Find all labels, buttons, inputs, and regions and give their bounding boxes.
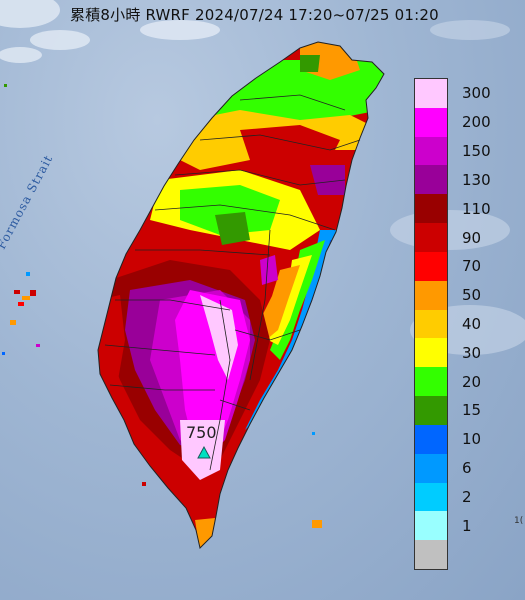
legend-swatch (415, 223, 447, 253)
legend-swatch (415, 482, 447, 512)
legend-swatch (415, 453, 447, 484)
legend-label: 20 (462, 372, 482, 391)
legend-label: 50 (462, 286, 482, 305)
legend-label: 70 (462, 257, 482, 276)
legend-label: 110 (462, 199, 491, 218)
legend-swatch (415, 367, 447, 397)
county-boundaries (104, 94, 361, 471)
legend-label: 10 (462, 430, 482, 449)
legend-swatch (415, 540, 447, 570)
legend-label: 15 (462, 401, 482, 420)
offshore-echoes (2, 84, 322, 528)
legend-label: 6 (462, 459, 472, 478)
legend-swatch (415, 107, 447, 138)
taiwan-coastline (97, 41, 385, 549)
legend-label: 200 (462, 113, 491, 132)
legend-label: 1 (462, 516, 472, 535)
legend-swatch (415, 338, 447, 368)
legend-label: 90 (462, 228, 482, 247)
legend-swatch (415, 136, 447, 166)
legend-label: 150 (462, 142, 491, 161)
station-value-label: 750 (186, 423, 217, 442)
triangle-marker (197, 445, 211, 459)
legend-swatch (415, 280, 447, 311)
legend-label: 130 (462, 170, 491, 189)
legend-swatch (415, 79, 447, 109)
legend-label: 300 (462, 84, 491, 103)
legend-label: 2 (462, 487, 472, 506)
legend-swatch (415, 396, 447, 426)
legend-swatch (415, 511, 447, 541)
page-title: 累積8小時 RWRF 2024/07/24 17:20~07/25 01:20 (70, 6, 439, 24)
legend-swatch (415, 194, 447, 224)
legend-swatch (415, 424, 447, 455)
legend-label: 30 (462, 343, 482, 362)
color-legend (414, 78, 448, 570)
legend-label: 40 (462, 315, 482, 333)
legend-swatch (415, 165, 447, 195)
edge-label: 1( (514, 516, 524, 526)
legend-swatch (415, 251, 447, 282)
legend-swatch (415, 309, 447, 339)
